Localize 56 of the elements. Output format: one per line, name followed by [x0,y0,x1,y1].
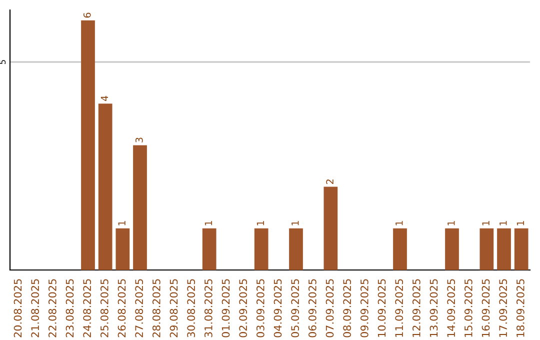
x-tick-label: 14.09.2025 [447,279,456,337]
x-tick-label: 18.09.2025 [516,279,524,337]
bar [445,228,459,270]
data-label: 1 [516,221,524,226]
x-tick-label: 04.09.2025 [274,279,282,338]
x-tick-label: 02.09.2025 [239,279,248,338]
data-label: 1 [396,221,403,226]
x-tick-label: 17.09.2025 [499,279,508,337]
x-tick-label: 29.08.2025 [170,279,178,338]
x-tick-label: 12.09.2025 [412,279,420,337]
x-tick-label: 31.08.2025 [204,279,212,338]
bar [480,228,494,270]
x-tick-label: 22.08.2025 [48,279,56,338]
data-label: 6 [83,12,91,18]
data-label: 1 [448,221,455,226]
x-tick-label: 10.09.2025 [378,279,386,337]
x-tick-label: 16.09.2025 [482,279,490,337]
bar [393,228,407,270]
x-tick-label: 27.08.2025 [135,279,144,338]
x-tick-label: 15.09.2025 [464,279,472,337]
x-tick-label: 30.08.2025 [187,279,196,338]
bar [497,228,511,270]
data-label: 1 [500,221,507,226]
x-tick-label: 24.08.2025 [83,279,92,338]
x-tick-label: 25.08.2025 [100,279,108,338]
bar [202,228,216,270]
bar [289,228,303,270]
data-label: 4 [100,96,108,102]
x-tick-label: 11.09.2025 [395,279,404,337]
x-tick-label: 09.09.2025 [360,279,368,338]
bar [98,104,112,270]
x-tick-label: 26.08.2025 [118,279,126,338]
data-label: 1 [292,221,299,226]
x-tick-label: 28.08.2025 [152,279,160,338]
data-label: 1 [482,221,490,226]
x-tick-label: 05.09.2025 [291,279,300,338]
x-tick-label: 20.08.2025 [14,279,22,338]
x-tick-label: 06.09.2025 [308,279,316,338]
bar [133,145,147,270]
x-tick-label: 13.09.2025 [430,279,438,337]
bar [324,186,338,270]
data-label: 3 [135,138,143,142]
x-tick-label: 08.09.2025 [343,279,352,338]
bar [116,228,130,270]
data-label: 1 [118,221,126,226]
data-label: 1 [204,221,212,226]
bar [514,228,528,270]
x-tick-label: 07.09.2025 [326,279,334,338]
x-tick-label: 21.08.2025 [31,279,40,338]
data-label: 1 [256,221,264,226]
bar [254,228,268,270]
x-tick-label: 03.09.2025 [256,279,264,338]
data-label: 2 [326,180,334,184]
x-tick-label: 23.08.2025 [66,279,74,338]
x-tick-label: 01.09.2025 [222,279,230,338]
bar [81,20,95,270]
